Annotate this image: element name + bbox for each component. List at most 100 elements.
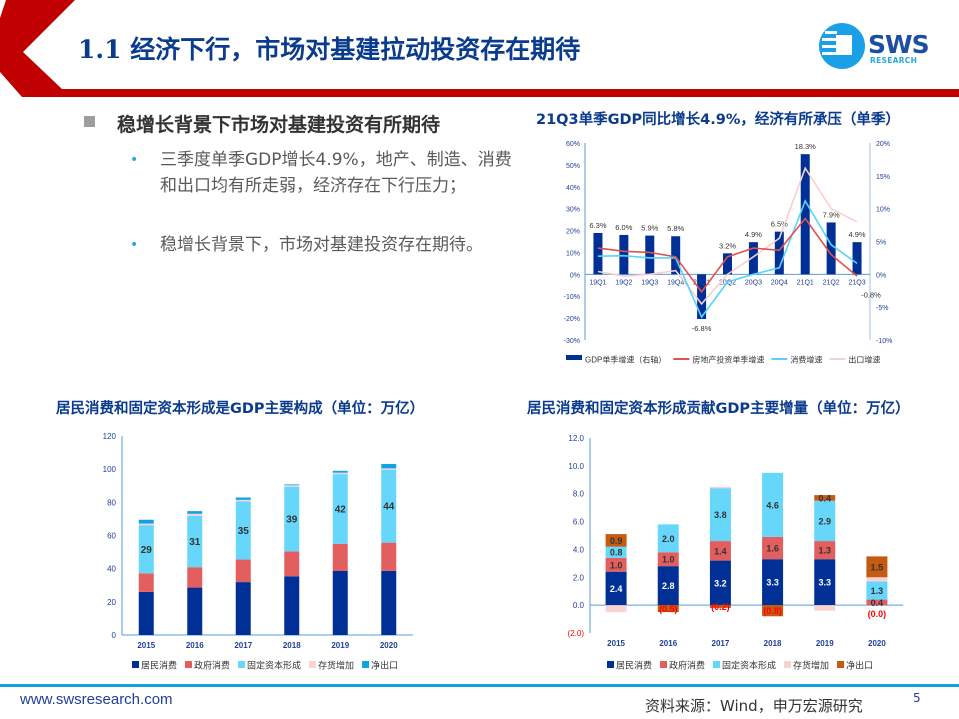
y-tick-left: 30% [566,207,580,214]
x-tick-label: 19Q3 [641,279,658,286]
legend-label: 消费增速 [790,355,822,365]
segment-label: 0.4 [818,493,831,503]
stacked-segment [284,484,300,486]
segment-label: (0.0) [868,609,887,619]
stacked-segment [605,605,627,613]
y-tick: 20 [107,598,116,607]
legend-label: 政府消费 [194,660,230,671]
stacked-segment [381,468,397,470]
legend-swatch [713,661,721,668]
stacked-segment [605,557,627,572]
stacked-segment [866,599,888,606]
y-tick: 120 [103,432,117,441]
segment-label: 0.8 [610,548,623,558]
segment-label: 29 [141,545,153,556]
bar-data-label: 5.9% [641,224,658,233]
x-tick-label: 2017 [234,641,252,650]
chart2-title: 居民消费和固定资本形成是GDP主要构成（单位：万亿） [56,401,425,417]
stacked-segment [657,566,679,606]
bullet-text: 稳增长背景下，市场对基建投资存在期待。 [160,235,483,255]
legend-label: 政府消费 [669,660,705,671]
series-line-3 [597,166,858,306]
x-tick-label: 2020 [868,639,886,648]
stacked-segment [762,605,784,617]
stacked-segment [187,515,203,568]
segment-label: 1.5 [871,562,884,572]
x-tick-label: 20Q1 [693,279,710,286]
y-tick-left: -20% [564,316,580,323]
gdp-bar [723,253,732,275]
page-number: 5 [913,691,921,705]
stacked-segment [866,556,888,578]
logo-subtext: RESEARCH [870,56,918,65]
y-tick-right: 5% [876,240,886,247]
stacked-segment [235,501,251,560]
y-tick-left: -10% [564,294,580,301]
stacked-segment [138,591,154,635]
y-tick: 100 [103,465,117,474]
stacked-segment [605,571,627,606]
segment-label: 0.4 [871,598,884,608]
stacked-segment [138,573,154,592]
stacked-segment [235,497,251,500]
gdp-bar [748,242,758,275]
legend-swatch [185,661,193,668]
sws-logo-icon [819,23,865,69]
gdp-bar [852,242,862,275]
segment-label: 2.0 [662,534,675,544]
segment-label: 42 [335,504,347,515]
bar-data-label: 5.8% [667,224,684,233]
segment-label: 3.8 [714,510,727,520]
stacked-segment [814,559,836,606]
annotation-label: -0.8% [861,290,881,299]
gdp-bar [645,235,655,275]
legend-swatch [660,661,668,668]
segment-label: 0.9 [610,536,623,546]
y-tick: 60 [107,532,116,541]
legend-label: 存货增加 [318,660,354,671]
x-tick-label: 20Q3 [745,279,762,286]
legend-swatch [784,661,792,668]
stacked-segment [332,543,348,571]
stacked-segment [657,524,679,553]
gdp-bar [671,236,681,275]
footer-divider [0,684,959,687]
y-tick-right: 20% [876,141,890,148]
y-tick: 80 [107,498,116,507]
legend-swatch [362,661,370,668]
y-tick: (2.0) [568,629,585,638]
legend-swatch [837,661,845,668]
footer-source: 资料来源：Wind，申万宏源研究 [645,697,863,715]
stacked-segment [284,485,300,487]
y-tick-left: 10% [566,250,580,257]
stacked-segment [762,536,784,560]
footer-url[interactable]: www.swsresearch.com [20,691,173,708]
stacked-segment [187,587,203,635]
y-tick-left: 60% [566,141,580,148]
stacked-segment [866,581,888,600]
segment-label: 44 [383,502,395,513]
legend-label: 出口增速 [848,355,880,365]
segment-label: (0.5) [659,604,678,614]
series-line-1 [597,217,858,294]
legend-label: GDP单季增速（右轴） [585,355,666,365]
stacked-segment [381,464,397,469]
y-tick: 8.0 [573,490,585,499]
segment-label: 1.6 [766,544,779,554]
stacked-segment [814,495,836,501]
legend-label: 房地产投资单季增速 [692,355,764,365]
segment-label: (0.8) [763,606,782,616]
stacked-segment [605,534,627,547]
stacked-segment [284,576,300,635]
segment-label: 3.3 [818,578,831,588]
x-tick-label: 2018 [283,641,301,650]
stacked-segment [235,559,251,583]
stacked-segment [814,541,836,560]
y-tick: 0.0 [573,601,585,610]
y-tick: 40 [107,565,116,574]
x-tick-label: 21Q2 [823,279,840,286]
stacked-segment [381,542,397,571]
x-tick-label: 21Q1 [797,279,814,286]
segment-label: 2.9 [818,516,831,526]
